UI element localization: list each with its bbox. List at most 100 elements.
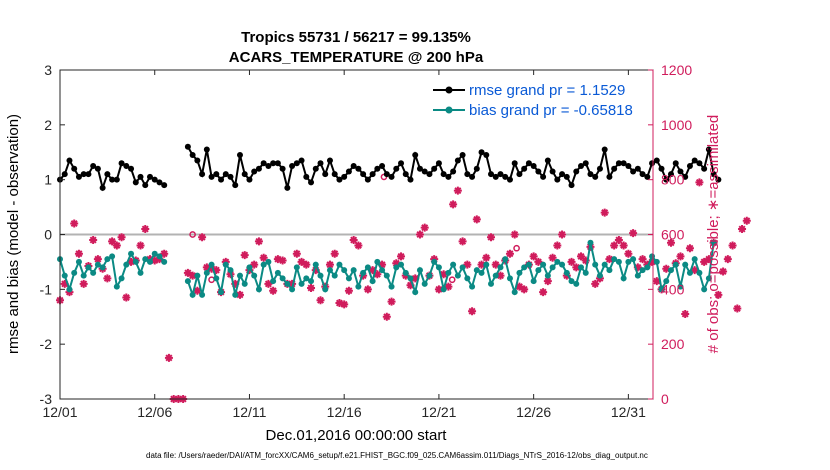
bias-point [279,275,286,282]
obs-assimilated-marker [212,266,221,275]
obs-assimilated-glyph [415,230,424,239]
obs-assimilated-marker [648,257,657,266]
bias-point [412,289,419,296]
obs-assimilated-glyph [235,290,244,299]
obs-assimilated-marker [662,264,671,273]
obs-assimilated-marker [307,283,316,292]
left-y-tick-label: 3 [44,62,52,78]
rmse-point [336,176,343,183]
bias-point [630,256,637,263]
rmse-point [672,160,679,167]
rmse-point [563,173,570,180]
right-y-tick-label: 0 [661,391,669,407]
bias-point [308,278,315,285]
obs-assimilated-glyph [614,235,623,244]
rmse-point [151,176,158,183]
obs-assimilated-glyph [420,223,429,232]
rmse-point [123,162,130,169]
obs-assimilated-marker [269,286,278,295]
obs-assimilated-glyph [302,260,311,269]
rmse-point [194,157,201,164]
obs-assimilated-glyph [477,260,486,269]
left-y-axis-ticks: -3 -2 -1 0 1 2 3 [40,62,65,407]
bias-point [270,278,277,285]
obs-assimilated-glyph [472,215,481,224]
bias-point [194,272,201,279]
rmse-point [360,171,367,178]
rmse-point [407,176,414,183]
rmse-point [208,173,215,180]
right-y-tick-label: 1000 [661,117,692,133]
left-y-tick-label: -1 [40,281,53,297]
rmse-point [279,165,286,172]
right-y-tick-label: 1200 [661,62,692,78]
rmse-point [355,165,362,172]
obs-assimilated-marker [420,223,429,232]
obs-assimilated-glyph [108,237,117,246]
obs-assimilated-glyph [529,252,538,261]
obs-assimilated-glyph [543,277,552,286]
obs-assimilated-glyph [633,263,642,272]
bias-point [492,272,499,279]
obs-assimilated-glyph [624,249,633,258]
rmse-point [516,171,523,178]
left-y-tick-label: 0 [44,227,52,243]
obs-assimilated-glyph [605,255,614,264]
rmse-point [374,165,381,172]
obs-assimilated-glyph [307,283,316,292]
bias-point [445,269,452,276]
bias-point [213,275,220,282]
obs-assimilated-glyph [406,281,415,290]
obs-assimilated-marker [472,215,481,224]
obs-assimilated-glyph [70,219,79,228]
bias-point [383,272,390,279]
obs-assimilated-marker [690,266,699,275]
obs-assimilated-marker [434,285,443,294]
obs-assimilated-glyph [368,266,377,275]
obs-assimilated-glyph [572,263,581,272]
bias-point [236,272,243,279]
bias-point [71,269,78,276]
rmse-point [644,173,651,180]
obs-assimilated-marker [278,256,287,265]
legend-rmse-text: rmse grand pr = 1.1529 [469,82,625,99]
bias-point [497,264,504,271]
obs-assimilated-glyph [103,274,112,283]
obs-assimilated-glyph [378,260,387,269]
rmse-point [236,151,243,158]
obs-assimilated-glyph [742,216,751,225]
obs-assimilated-marker [487,233,496,242]
obs-assimilated-marker [330,249,339,258]
bias-point [222,261,229,268]
rmse-point [530,162,537,169]
rmse-point [80,171,87,178]
bias-point [578,264,585,271]
obs-assimilated-marker [629,229,638,238]
obs-assimilated-marker [240,251,249,260]
obs-assimilated-glyph [558,230,567,239]
rmse-point [369,171,376,178]
legend: rmse grand pr = 1.1529 bias grand pr = -… [427,76,647,124]
rmse-point [326,157,333,164]
obs-assimilated-marker [496,271,505,280]
bias-point [113,283,120,290]
obs-assimilated-glyph [733,304,742,313]
rmse-point [109,176,116,183]
rmse-point [620,160,627,167]
rmse-point [379,162,386,169]
bias-point [469,283,476,290]
rmse-point [606,173,613,180]
rmse-point [274,160,281,167]
bias-point [601,261,608,268]
bias-line [186,242,715,299]
bias-point [326,267,333,274]
x-axis-label: Dec.01,2016 00:00:00 start [266,427,448,444]
x-tick-label: 12/31 [611,404,646,420]
rmse-point [483,151,490,158]
bias-point [336,261,343,268]
obs-assimilated-glyph [695,178,704,187]
obs-assimilated-marker [259,253,268,262]
bias-point [549,264,556,271]
rmse-point [270,160,277,167]
